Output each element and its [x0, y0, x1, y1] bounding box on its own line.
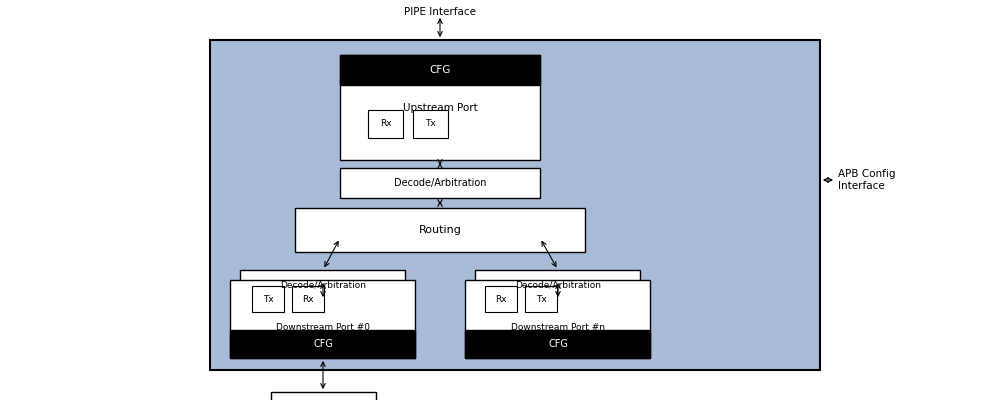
Text: Rx: Rx	[380, 120, 391, 128]
Text: Tx: Tx	[263, 294, 273, 304]
Bar	[210, 40, 820, 370]
Bar	[465, 280, 650, 358]
Bar	[271, 392, 376, 400]
Bar	[340, 55, 540, 85]
Text: APB Config
Interface: APB Config Interface	[838, 169, 896, 191]
Bar	[465, 330, 650, 358]
Text: Routing: Routing	[419, 225, 461, 235]
Bar	[292, 286, 324, 312]
Bar	[252, 286, 284, 312]
Text: CFG: CFG	[313, 339, 333, 349]
Bar	[230, 280, 415, 358]
Bar	[340, 168, 540, 198]
Text: Decode/Arbitration: Decode/Arbitration	[515, 280, 601, 290]
Text: CFG: CFG	[548, 339, 568, 349]
Text: Rx: Rx	[495, 294, 507, 304]
Text: Downstream Port #0: Downstream Port #0	[276, 324, 370, 332]
Text: Decode/Arbitration: Decode/Arbitration	[394, 178, 486, 188]
Text: PIPE Interface: PIPE Interface	[404, 7, 476, 17]
Text: Rx: Rx	[302, 294, 314, 304]
Bar	[525, 286, 557, 312]
Text: Decode/Arbitration: Decode/Arbitration	[280, 280, 366, 290]
Bar	[295, 208, 585, 252]
Bar	[340, 55, 540, 160]
Bar	[485, 286, 517, 312]
Bar	[475, 270, 640, 300]
Text: Downstream Port #n: Downstream Port #n	[511, 324, 605, 332]
Bar	[230, 330, 415, 358]
Text: CFG: CFG	[429, 65, 451, 75]
Text: Tx: Tx	[425, 120, 436, 128]
Text: Upstream Port: Upstream Port	[403, 103, 477, 113]
Bar	[413, 110, 448, 138]
Text: Tx: Tx	[536, 294, 546, 304]
Bar	[368, 110, 403, 138]
Bar	[240, 270, 405, 300]
